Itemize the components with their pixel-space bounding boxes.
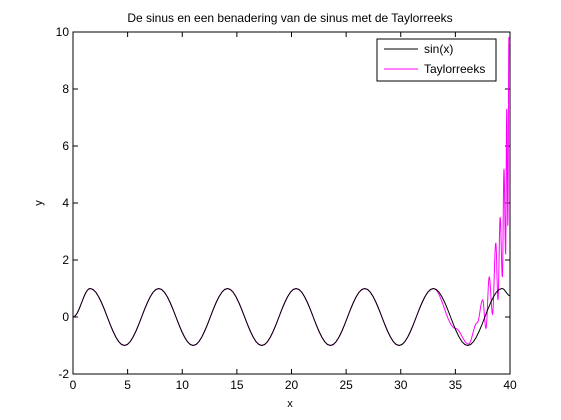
x-tick-label: 0 (70, 378, 77, 392)
x-tick-label: 15 (230, 378, 244, 392)
y-tick-label: 0 (62, 310, 69, 324)
plot-area (72, 31, 511, 375)
legend-label-sin: sin(x) (424, 42, 453, 56)
y-tick-label: 2 (62, 253, 69, 267)
x-tick-label: 5 (124, 378, 131, 392)
legend-box (376, 38, 497, 82)
series-line-sin (72, 287, 511, 347)
y-axis-label: y (33, 200, 45, 206)
x-axis-label: x (287, 398, 293, 410)
y-tick-label: 8 (62, 82, 69, 96)
x-tick-label: 10 (176, 378, 190, 392)
y-tick-label: 10 (56, 25, 70, 39)
legend-label-taylor: Taylorreeks (424, 62, 485, 76)
x-tick-label: 25 (339, 378, 353, 392)
chart-title: De sinus en een benadering van de sinus … (127, 11, 452, 25)
x-tick-label: 20 (285, 378, 299, 392)
x-tick-label: 40 (503, 378, 517, 392)
legend: sin(x) Taylorreeks (376, 38, 497, 82)
y-tick-label: -2 (58, 367, 69, 381)
x-tick-label: 30 (394, 378, 408, 392)
y-tick-label: 4 (62, 196, 69, 210)
x-tick-label: 35 (449, 378, 463, 392)
y-tick-label: 6 (62, 139, 69, 153)
series-layer (72, 36, 511, 347)
